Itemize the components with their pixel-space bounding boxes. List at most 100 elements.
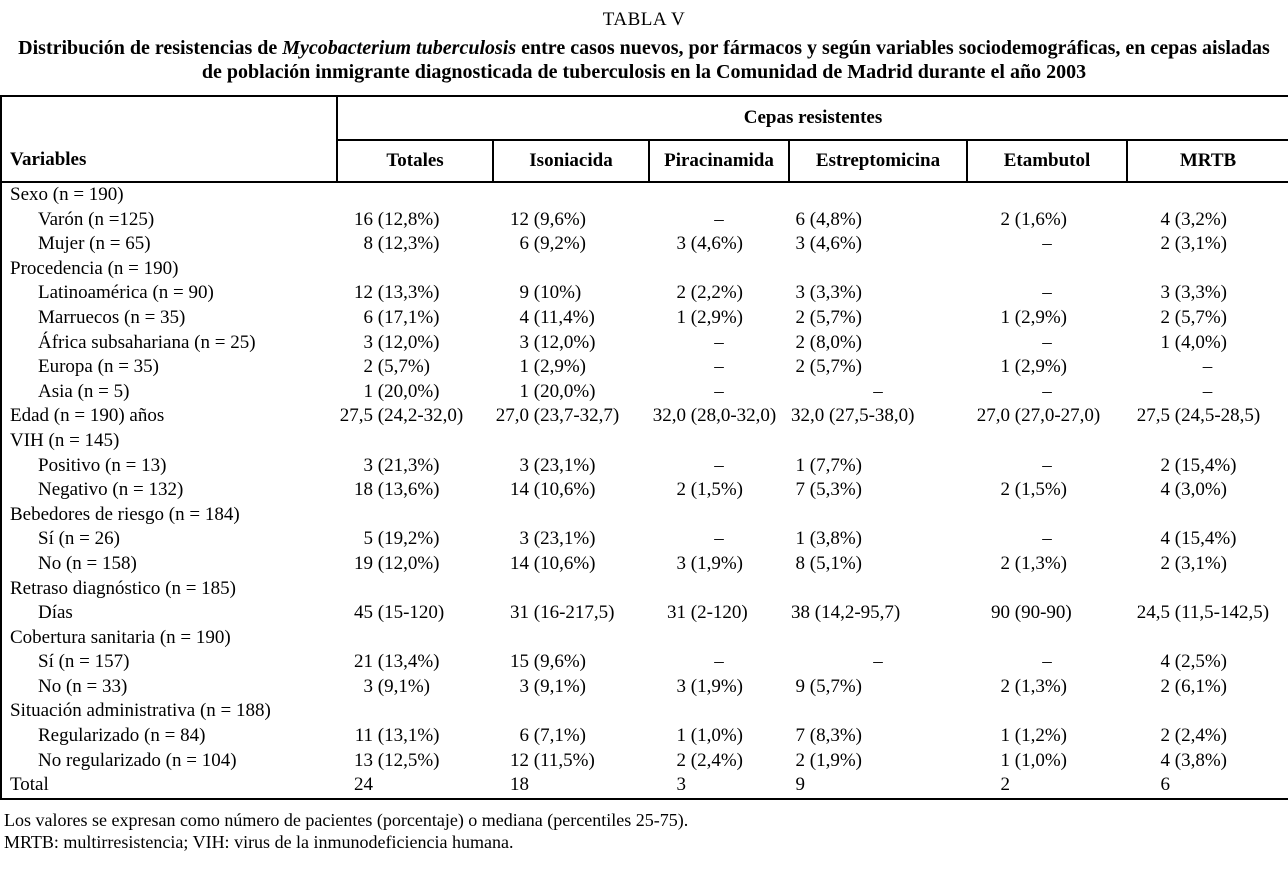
cell-detail: (9,6%) — [529, 208, 586, 230]
value-cell: 27,0 (23,7-32,7) — [493, 404, 649, 429]
value-cell — [789, 577, 967, 602]
value-cell — [1127, 429, 1288, 454]
row-label: África subsahariana (n = 25) — [38, 331, 256, 353]
cell-number: 2 — [363, 356, 374, 378]
cell-number: 38 — [791, 602, 810, 624]
value-cell — [1127, 503, 1288, 528]
table-number-label: TABLA V — [602, 9, 686, 30]
cell-detail: (9,1%) — [373, 675, 430, 697]
cell-number: 32,0 — [652, 405, 686, 427]
row-label: Procedencia (n = 190) — [10, 257, 179, 279]
value-cell: 1 (3,8%) — [789, 527, 967, 552]
cell-number: 2 — [1160, 306, 1171, 328]
row-label: Bebedores de riesgo (n = 184) — [10, 503, 240, 525]
cell-number: 1 — [795, 454, 806, 476]
cell-number: 27,5 — [1136, 405, 1170, 427]
cell-number: 2 — [795, 749, 806, 771]
column-header-totales: Totales — [337, 140, 493, 183]
cell-detail: (1,6%) — [1010, 208, 1067, 230]
cell-number: 9 — [795, 774, 806, 796]
column-header-isoniacida: Isoniacida — [492, 140, 649, 183]
cell-detail: (20,0%) — [529, 380, 596, 402]
cell-number: 9 — [519, 282, 530, 304]
cell-number: 3 — [676, 774, 687, 796]
cell-number: 13 — [354, 749, 373, 771]
value-cell: 7 (8,3%) — [789, 724, 967, 749]
table-row: Total 24 18 3 9 2 6 — [1, 773, 1288, 799]
cell-number: 4 — [1160, 208, 1171, 230]
value-cell — [649, 577, 789, 602]
value-cell: 1 (2,9%) — [649, 306, 789, 331]
table-row: Varón (n =125) 16 (12,8%) 12 (9,6%) –6 (4,8… — [1, 208, 1288, 233]
cell-detail: (6,1%) — [1170, 675, 1227, 697]
cell-number: 1 — [795, 528, 806, 550]
column-header-estreptomicina: Estreptomicina — [788, 140, 967, 183]
cell-detail: (7,1%) — [529, 725, 586, 747]
value-cell: 4 (3,2%) — [1127, 208, 1288, 233]
value-cell — [337, 699, 493, 724]
value-cell: – — [1042, 651, 1052, 673]
table-row: Retraso diagnóstico (n = 185) — [1, 577, 1288, 602]
value-cell: 3 (4,6%) — [649, 232, 789, 257]
cell-number: 3 — [519, 528, 530, 550]
value-cell — [337, 429, 493, 454]
table-footnotes: Los valores se expresan como número de p… — [0, 809, 1288, 853]
header-row-group: Variables Cepas resistentes — [1, 96, 1288, 183]
value-cell: 45 (15-120) — [337, 601, 493, 626]
cell-detail: (16-217,5) — [529, 602, 615, 624]
value-cell: 2 — [967, 773, 1127, 799]
value-cell — [1127, 626, 1288, 651]
value-cell — [789, 429, 967, 454]
cell-number: 9 — [795, 675, 806, 697]
cell-detail: (2,9%) — [1010, 356, 1067, 378]
value-cell — [1127, 257, 1288, 282]
row-label: Marruecos (n = 35) — [38, 306, 186, 328]
table-row: Sí (n = 26) 5 (19,2%) 3 (23,1%) –1 (3,8%) –4… — [1, 527, 1288, 552]
value-cell: 24,5 (11,5-142,5) — [1127, 601, 1288, 626]
value-cell: – — [714, 651, 724, 673]
cell-number: 2 — [676, 282, 687, 304]
value-cell: 4 (3,8%) — [1127, 749, 1288, 774]
cell-detail: (2-120) — [686, 602, 748, 624]
resistance-table: Variables Cepas resistentes Totales Isoni… — [0, 95, 1288, 800]
value-cell: 1 (2,9%) — [493, 355, 649, 380]
cell-detail: (20,0%) — [373, 380, 440, 402]
value-cell: 1 (20,0%) — [493, 380, 649, 405]
cell-detail: (12,5%) — [373, 749, 440, 771]
cell-number: 3 — [519, 331, 530, 353]
row-label: Total — [10, 774, 49, 796]
cell-number: 27,5 — [339, 405, 373, 427]
cell-detail: (12,0%) — [373, 331, 440, 353]
value-cell — [967, 429, 1127, 454]
cell-number: 2 — [1000, 774, 1011, 796]
cell-number: 18 — [510, 774, 529, 796]
value-cell: 3 (21,3%) — [337, 454, 493, 479]
cell-number: 6 — [363, 306, 374, 328]
value-cell — [789, 257, 967, 282]
table-row: Latinoamérica (n = 90) 12 (13,3%) 9 (10%) 2… — [1, 281, 1288, 306]
cell-number: 1 — [1000, 725, 1011, 747]
cell-detail: (24,2-32,0) — [373, 405, 464, 427]
value-cell — [789, 182, 967, 208]
cell-number: 8 — [363, 233, 374, 255]
cell-detail: (14,2-95,7) — [810, 602, 901, 624]
value-cell: – — [1042, 528, 1052, 550]
cell-number: 1 — [519, 380, 530, 402]
value-cell: 1 (7,7%) — [789, 454, 967, 479]
cell-number: 3 — [519, 675, 530, 697]
cell-number: 2 — [1000, 675, 1011, 697]
cell-number: 27,0 — [976, 405, 1010, 427]
cell-detail: (12,3%) — [373, 233, 440, 255]
row-label: No regularizado (n = 104) — [38, 749, 237, 771]
value-cell — [337, 257, 493, 282]
cell-detail: (90-90) — [1010, 602, 1072, 624]
cell-detail: (2,2%) — [686, 282, 743, 304]
value-cell — [337, 503, 493, 528]
row-label: No (n = 33) — [38, 675, 128, 697]
value-cell: – — [1202, 380, 1213, 402]
cell-detail: (13,1%) — [373, 725, 440, 747]
cell-number: 19 — [354, 552, 373, 574]
value-cell: 11 (13,1%) — [337, 724, 493, 749]
cell-detail: (12,0%) — [373, 552, 440, 574]
